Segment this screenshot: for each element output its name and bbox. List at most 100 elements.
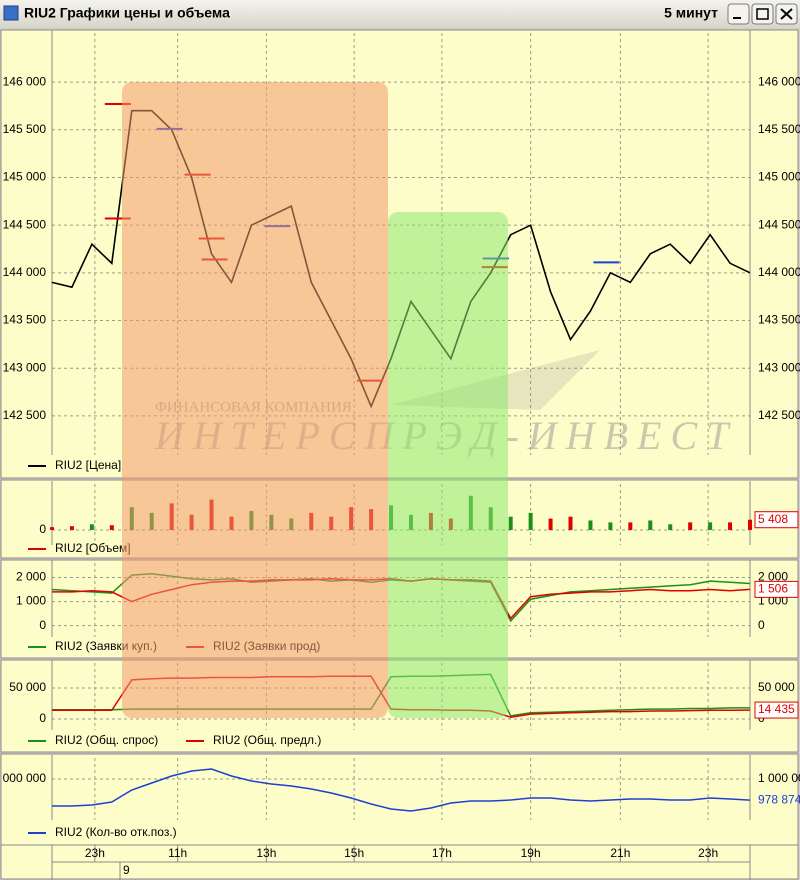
volume-bar xyxy=(468,495,473,530)
volume-bar xyxy=(309,512,314,530)
volume-bar xyxy=(448,518,453,530)
timeframe[interactable]: 5 минут xyxy=(664,5,718,21)
volume-bar xyxy=(608,522,613,530)
legend-label: RIU2 [Цена] xyxy=(55,458,121,472)
y-tick-label: 0 xyxy=(39,522,46,536)
window-icon xyxy=(3,5,19,21)
legend-label: RIU2 (Общ. спрос) xyxy=(55,733,158,747)
legend-label: RIU2 (Заявки прод) xyxy=(213,639,320,653)
title-bar xyxy=(0,0,800,28)
volume-bar xyxy=(628,522,633,530)
volume-bar xyxy=(528,512,533,530)
volume-bar xyxy=(728,522,733,530)
last-value-label: 5 408 xyxy=(758,512,788,526)
y-tick-label-right: 143 000 xyxy=(758,360,800,374)
volume-bar xyxy=(408,514,413,530)
y-tick-label: 0 xyxy=(39,711,46,725)
last-value-box xyxy=(754,580,799,598)
y-tick-label-right: 144 500 xyxy=(758,217,800,231)
last-value-label: 1 506 xyxy=(758,582,788,596)
y-tick-label-right: 1 000 000 xyxy=(758,771,800,785)
volume-bar xyxy=(89,524,94,530)
volume-bar xyxy=(289,518,294,530)
window-title: RIU2 Графики цены и объема xyxy=(24,5,230,21)
y-tick-label: 2 000 xyxy=(16,570,46,584)
last-value-box xyxy=(754,701,799,719)
x-tick-label: 15h xyxy=(344,846,364,860)
y-tick-label-right: 2 000 xyxy=(758,570,788,584)
y-tick-label: 144 500 xyxy=(3,217,47,231)
legend-label: RIU2 (Заявки куп.) xyxy=(55,639,157,653)
volume-bar xyxy=(588,520,593,530)
y-tick-label: 145 500 xyxy=(3,122,47,136)
date-label: 9 xyxy=(123,863,130,877)
volume-bar xyxy=(748,519,752,530)
y-tick-label: 143 000 xyxy=(3,360,47,374)
y-tick-label-right: 0 xyxy=(758,618,765,632)
y-tick-label: 142 500 xyxy=(3,408,47,422)
volume-bar xyxy=(708,522,713,530)
volume-bar xyxy=(329,516,334,530)
volume-bar xyxy=(349,507,354,530)
x-tick-label: 21h xyxy=(610,846,630,860)
window-buttons xyxy=(727,3,798,25)
last-value-label: 14 435 xyxy=(758,702,795,716)
x-tick-label: 23h xyxy=(698,846,718,860)
maximize-button[interactable] xyxy=(751,3,774,25)
y-tick-label: 1 000 000 xyxy=(0,771,46,785)
volume-bar xyxy=(488,507,493,530)
volume-bar xyxy=(209,499,214,530)
volume-bar xyxy=(548,518,553,530)
y-tick-label-right: 145 000 xyxy=(758,170,800,184)
y-tick-label: 50 000 xyxy=(9,680,46,694)
x-tick-label: 17h xyxy=(432,846,452,860)
y-tick-label-right: 143 500 xyxy=(758,313,800,327)
y-tick-label: 144 000 xyxy=(3,265,47,279)
volume-bar xyxy=(69,526,74,530)
series-line xyxy=(52,768,751,812)
volume-bar xyxy=(109,525,114,530)
volume-bar xyxy=(249,510,254,530)
volume-bar xyxy=(568,516,573,530)
volume-bar xyxy=(189,514,194,530)
y-tick-label: 143 500 xyxy=(3,313,47,327)
y-tick-label: 146 000 xyxy=(3,74,47,88)
volume-bar xyxy=(169,503,174,530)
legend-label: RIU2 (Общ. предл.) xyxy=(213,733,321,747)
y-tick-label-right: 142 500 xyxy=(758,408,800,422)
last-value-label: 978 874 xyxy=(758,792,800,806)
y-tick-label-right: 144 000 xyxy=(758,265,800,279)
maximize-icon xyxy=(756,8,769,20)
volume-bar xyxy=(508,516,513,530)
volume-bar xyxy=(668,524,673,530)
volume-bar xyxy=(129,507,134,530)
x-tick-label: 13h xyxy=(256,846,276,860)
volume-bar xyxy=(50,527,54,530)
last-value-box xyxy=(754,511,799,529)
close-icon xyxy=(780,8,793,20)
y-tick-label-right: 146 000 xyxy=(758,74,800,88)
volume-bar xyxy=(428,512,433,530)
volume-bar xyxy=(389,505,394,530)
y-tick-label: 1 000 xyxy=(16,594,46,608)
y-tick-label: 0 xyxy=(39,618,46,632)
minimize-button[interactable] xyxy=(727,3,750,25)
volume-bar xyxy=(149,512,154,530)
price-panel xyxy=(0,29,799,479)
volume-bar xyxy=(229,516,234,530)
legend-label: RIU2 [Объем] xyxy=(55,541,131,555)
x-tick-label: 11h xyxy=(168,846,187,860)
x-tick-label: 19h xyxy=(521,846,541,860)
watermark-name: ИНТЕРСПРЭД-ИНВЕСТ xyxy=(154,413,737,458)
volume-bar xyxy=(648,520,653,530)
y-tick-label: 145 000 xyxy=(3,170,47,184)
y-tick-label-right: 145 500 xyxy=(758,122,800,136)
volume-bar xyxy=(688,522,693,530)
volume-bar xyxy=(269,514,274,530)
y-tick-label-right: 50 000 xyxy=(758,680,795,694)
legend-label: RIU2 (Кол-во отк.поз.) xyxy=(55,825,177,839)
volume-bar xyxy=(369,509,374,530)
x-tick-label: 23h xyxy=(85,846,105,860)
